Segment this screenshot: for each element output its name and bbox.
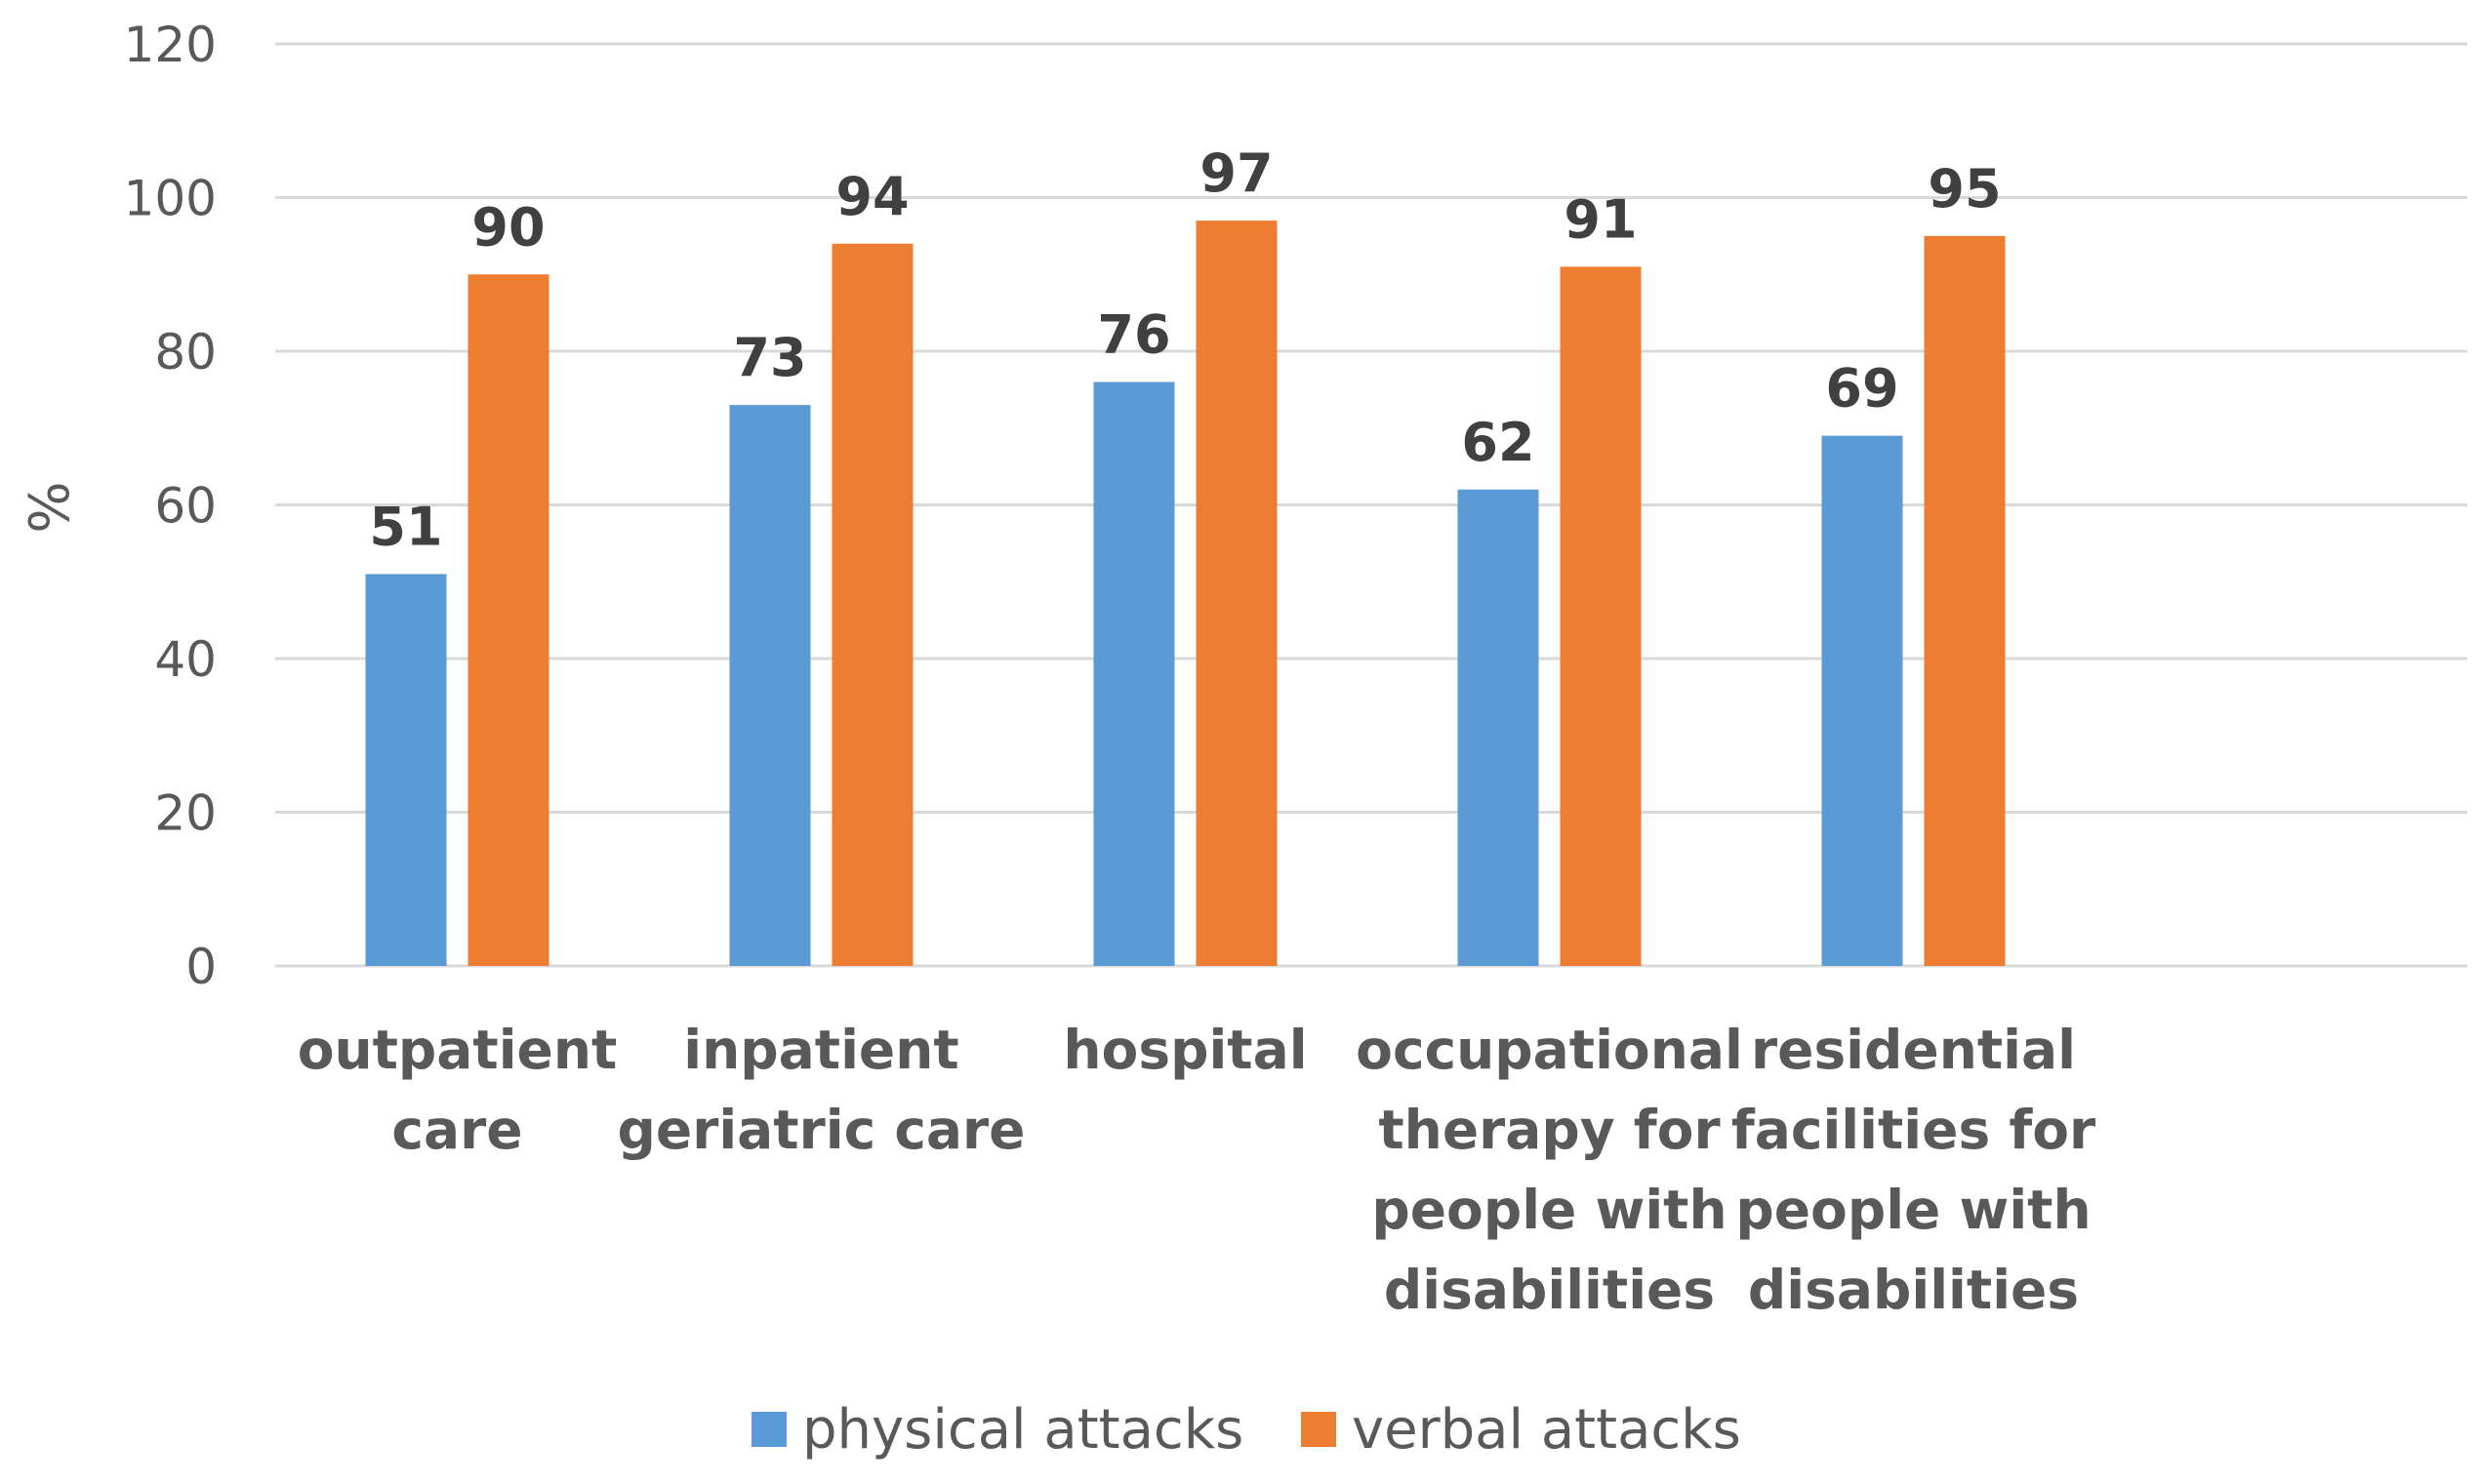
category-label-line: facilities for <box>1731 1099 2095 1161</box>
category-label-line: people with <box>1371 1179 1727 1241</box>
category-label-line: outpatient <box>298 1019 618 1081</box>
y-tick-label: 60 <box>154 478 217 535</box>
bar-physical <box>1093 381 1175 966</box>
bars <box>365 221 2006 966</box>
data-label: 69 <box>1825 358 1898 420</box>
legend-label: verbal attacks <box>1352 1398 1741 1462</box>
data-labels: 51 90 73 94 76 97 62 91 69 95 <box>369 142 2001 557</box>
y-tick-label: 120 <box>124 17 217 73</box>
y-axis-title: % <box>19 481 82 533</box>
bar-verbal <box>467 274 549 966</box>
legend: physical attacks verbal attacks <box>752 1398 1741 1462</box>
category-label-line: hospital <box>1063 1019 1307 1081</box>
category-label-line: residential <box>1751 1019 2076 1081</box>
category-label: inpatient geriatric care <box>618 1019 1026 1161</box>
data-label: 90 <box>471 196 545 258</box>
data-label: 97 <box>1199 142 1273 204</box>
legend-label: physical attacks <box>802 1398 1243 1462</box>
bar-verbal <box>832 243 914 966</box>
y-tick-label: 40 <box>154 631 217 688</box>
y-tick-label: 80 <box>154 324 217 381</box>
data-label: 95 <box>1928 158 2001 220</box>
legend-swatch <box>1301 1412 1336 1447</box>
category-label: residential facilities for people with disa… <box>1731 1019 2095 1321</box>
category-label-line: people with <box>1735 1179 2091 1241</box>
category-label: outpatient care <box>298 1019 618 1161</box>
category-label-line: geriatric care <box>618 1099 1026 1161</box>
category-label: occupational therapy for people with disabi… <box>1356 1019 1743 1321</box>
data-label: 94 <box>835 166 909 227</box>
category-label-line: disabilities <box>1748 1259 2079 1321</box>
category-label-line: disabilities <box>1384 1259 1715 1321</box>
data-label: 62 <box>1461 412 1534 473</box>
y-tick-label: 100 <box>124 171 217 227</box>
bar-verbal <box>1924 235 2006 966</box>
category-label-line: inpatient <box>683 1019 958 1081</box>
legend-swatch <box>752 1412 787 1447</box>
y-axis-ticks: 0 20 40 60 80 100 120 <box>124 17 217 995</box>
bar-physical <box>729 405 811 966</box>
data-label: 73 <box>733 327 806 388</box>
category-label-line: care <box>391 1099 522 1161</box>
gridlines <box>275 42 2467 968</box>
y-tick-label: 0 <box>185 939 217 995</box>
category-label-line: occupational <box>1356 1019 1743 1081</box>
bar-verbal <box>1560 266 1642 966</box>
bar-physical <box>365 574 447 966</box>
y-tick-label: 20 <box>154 785 217 842</box>
bar-verbal <box>1196 221 1278 966</box>
bar-physical <box>1457 489 1539 966</box>
bar-physical <box>1821 435 1903 966</box>
category-labels: outpatient care inpatient geriatric care hos… <box>298 1019 2096 1321</box>
category-label: hospital <box>1063 1019 1307 1081</box>
data-label: 51 <box>369 496 442 557</box>
data-label: 76 <box>1097 304 1170 366</box>
category-label-line: therapy for <box>1378 1099 1720 1161</box>
data-label: 91 <box>1564 188 1637 250</box>
